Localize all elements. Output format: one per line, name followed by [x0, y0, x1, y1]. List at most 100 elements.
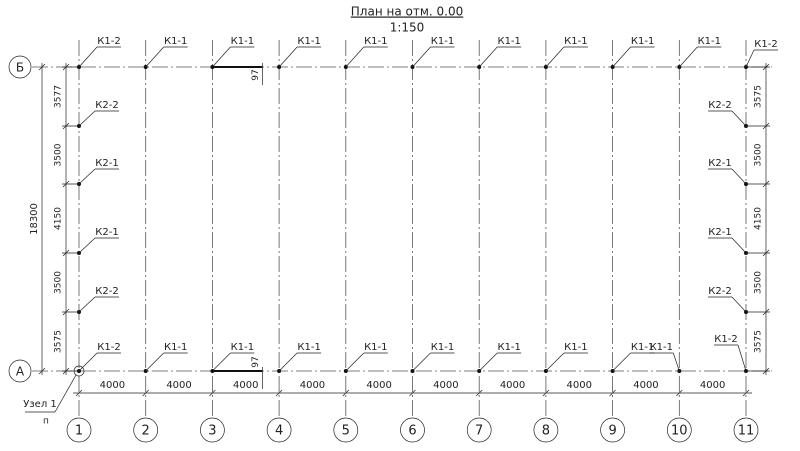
dim-value: 4000 [700, 380, 725, 391]
axis-label: 10 [671, 424, 688, 439]
axis-label: 8 [542, 424, 550, 439]
axis-label: 1 [75, 424, 83, 439]
dim-value: 4000 [500, 380, 525, 391]
element-label: К2-1 [95, 158, 118, 169]
dim-value: 3500 [754, 271, 764, 294]
element-label: К1-1 [631, 36, 654, 47]
leader [345, 352, 365, 372]
dim-tick [609, 389, 616, 397]
scale: 1:150 [390, 21, 425, 35]
axis-label: 3 [208, 424, 216, 439]
axis-bubble [200, 417, 225, 443]
leader [612, 352, 631, 372]
dim-tick [542, 389, 550, 397]
axis-label: 5 [342, 424, 350, 439]
dim-value: 3577 [54, 85, 64, 108]
leader [679, 46, 698, 68]
dim-value: 4000 [233, 380, 258, 391]
leader [412, 46, 431, 68]
dim-value: 4000 [433, 380, 458, 391]
element-label: К1-1 [297, 342, 320, 353]
axis-label: 6 [408, 424, 416, 439]
leader [78, 46, 98, 68]
element-label: К1-1 [650, 342, 673, 353]
axis-bubble [466, 417, 492, 443]
axis-label: 7 [475, 424, 483, 439]
element-label: К2-2 [95, 286, 118, 297]
element-label: К1-1 [631, 342, 654, 353]
dim-tick [38, 63, 46, 71]
dim-value: 4150 [754, 207, 764, 230]
dim-total: 18300 [29, 203, 40, 235]
element-label: К2-2 [708, 100, 731, 111]
element-label: К1-1 [431, 36, 454, 47]
axis-label: 11 [738, 424, 755, 439]
element-label: К1-1 [497, 36, 520, 47]
element-label: К2-2 [95, 100, 118, 111]
axis-label: 4 [275, 424, 283, 439]
element-label: К1-2 [97, 342, 120, 353]
dim-value: 3575 [754, 330, 764, 353]
element-label: К2-2 [708, 286, 731, 297]
leader [478, 352, 498, 372]
axis-label: 2 [142, 424, 150, 439]
dim-value: 4000 [366, 380, 391, 391]
dim-tick [275, 389, 283, 397]
leader [54, 374, 77, 413]
element-label: К1-1 [698, 36, 721, 47]
dim-tick [409, 389, 416, 397]
element-label: К2-1 [708, 158, 731, 169]
dim-value: 3575 [54, 330, 64, 353]
offset-value: 97 [251, 69, 261, 80]
dim-tick [475, 389, 483, 397]
element-label: К1-1 [564, 36, 587, 47]
element-label: К1-2 [97, 36, 120, 47]
leader [612, 46, 631, 68]
dim-tick [742, 389, 750, 397]
leader [78, 168, 96, 185]
axis-bubble [733, 417, 759, 443]
dim-tick [142, 389, 149, 397]
axis-bubble [333, 417, 359, 443]
dim-tick [676, 389, 683, 397]
element-label: К1-1 [231, 36, 254, 47]
leader [731, 237, 747, 254]
axis-bubble [66, 417, 92, 443]
dim-value: 3575 [754, 85, 764, 108]
dim-tick [209, 389, 216, 397]
offset-value: 97 [251, 356, 261, 367]
axis-bubble [666, 417, 692, 443]
element-label: К1-1 [564, 342, 587, 353]
node-label: Узел 1 [23, 399, 57, 410]
leader [731, 110, 747, 127]
element-label: К1-2 [754, 39, 777, 50]
element-label: К1-1 [364, 36, 387, 47]
element-label: К1-1 [364, 342, 387, 353]
element-label: К1-1 [297, 36, 320, 47]
dim-value: 4000 [166, 380, 191, 391]
axis-bubble [8, 55, 32, 79]
dim-value: 4000 [300, 380, 325, 391]
element-label: К1-1 [231, 342, 254, 353]
leader [478, 46, 498, 68]
axis-bubble [8, 359, 32, 383]
element-label: К2-1 [95, 227, 118, 238]
leader [145, 352, 164, 372]
leader [145, 46, 164, 68]
leader [78, 352, 98, 372]
dim-tick [38, 367, 46, 375]
axis-label: 9 [608, 424, 616, 439]
leader [78, 110, 96, 127]
axis-bubble [133, 417, 159, 443]
leader [737, 344, 747, 372]
leader [212, 352, 231, 372]
axis-bubble [400, 417, 425, 443]
element-label: К1-1 [164, 342, 187, 353]
leader [545, 352, 565, 372]
dim-value: 3500 [54, 143, 64, 166]
dim-tick [75, 389, 83, 397]
leader [545, 46, 565, 68]
axis-label: А [16, 365, 25, 379]
leader [412, 352, 431, 372]
dim-value: 4150 [54, 207, 64, 230]
